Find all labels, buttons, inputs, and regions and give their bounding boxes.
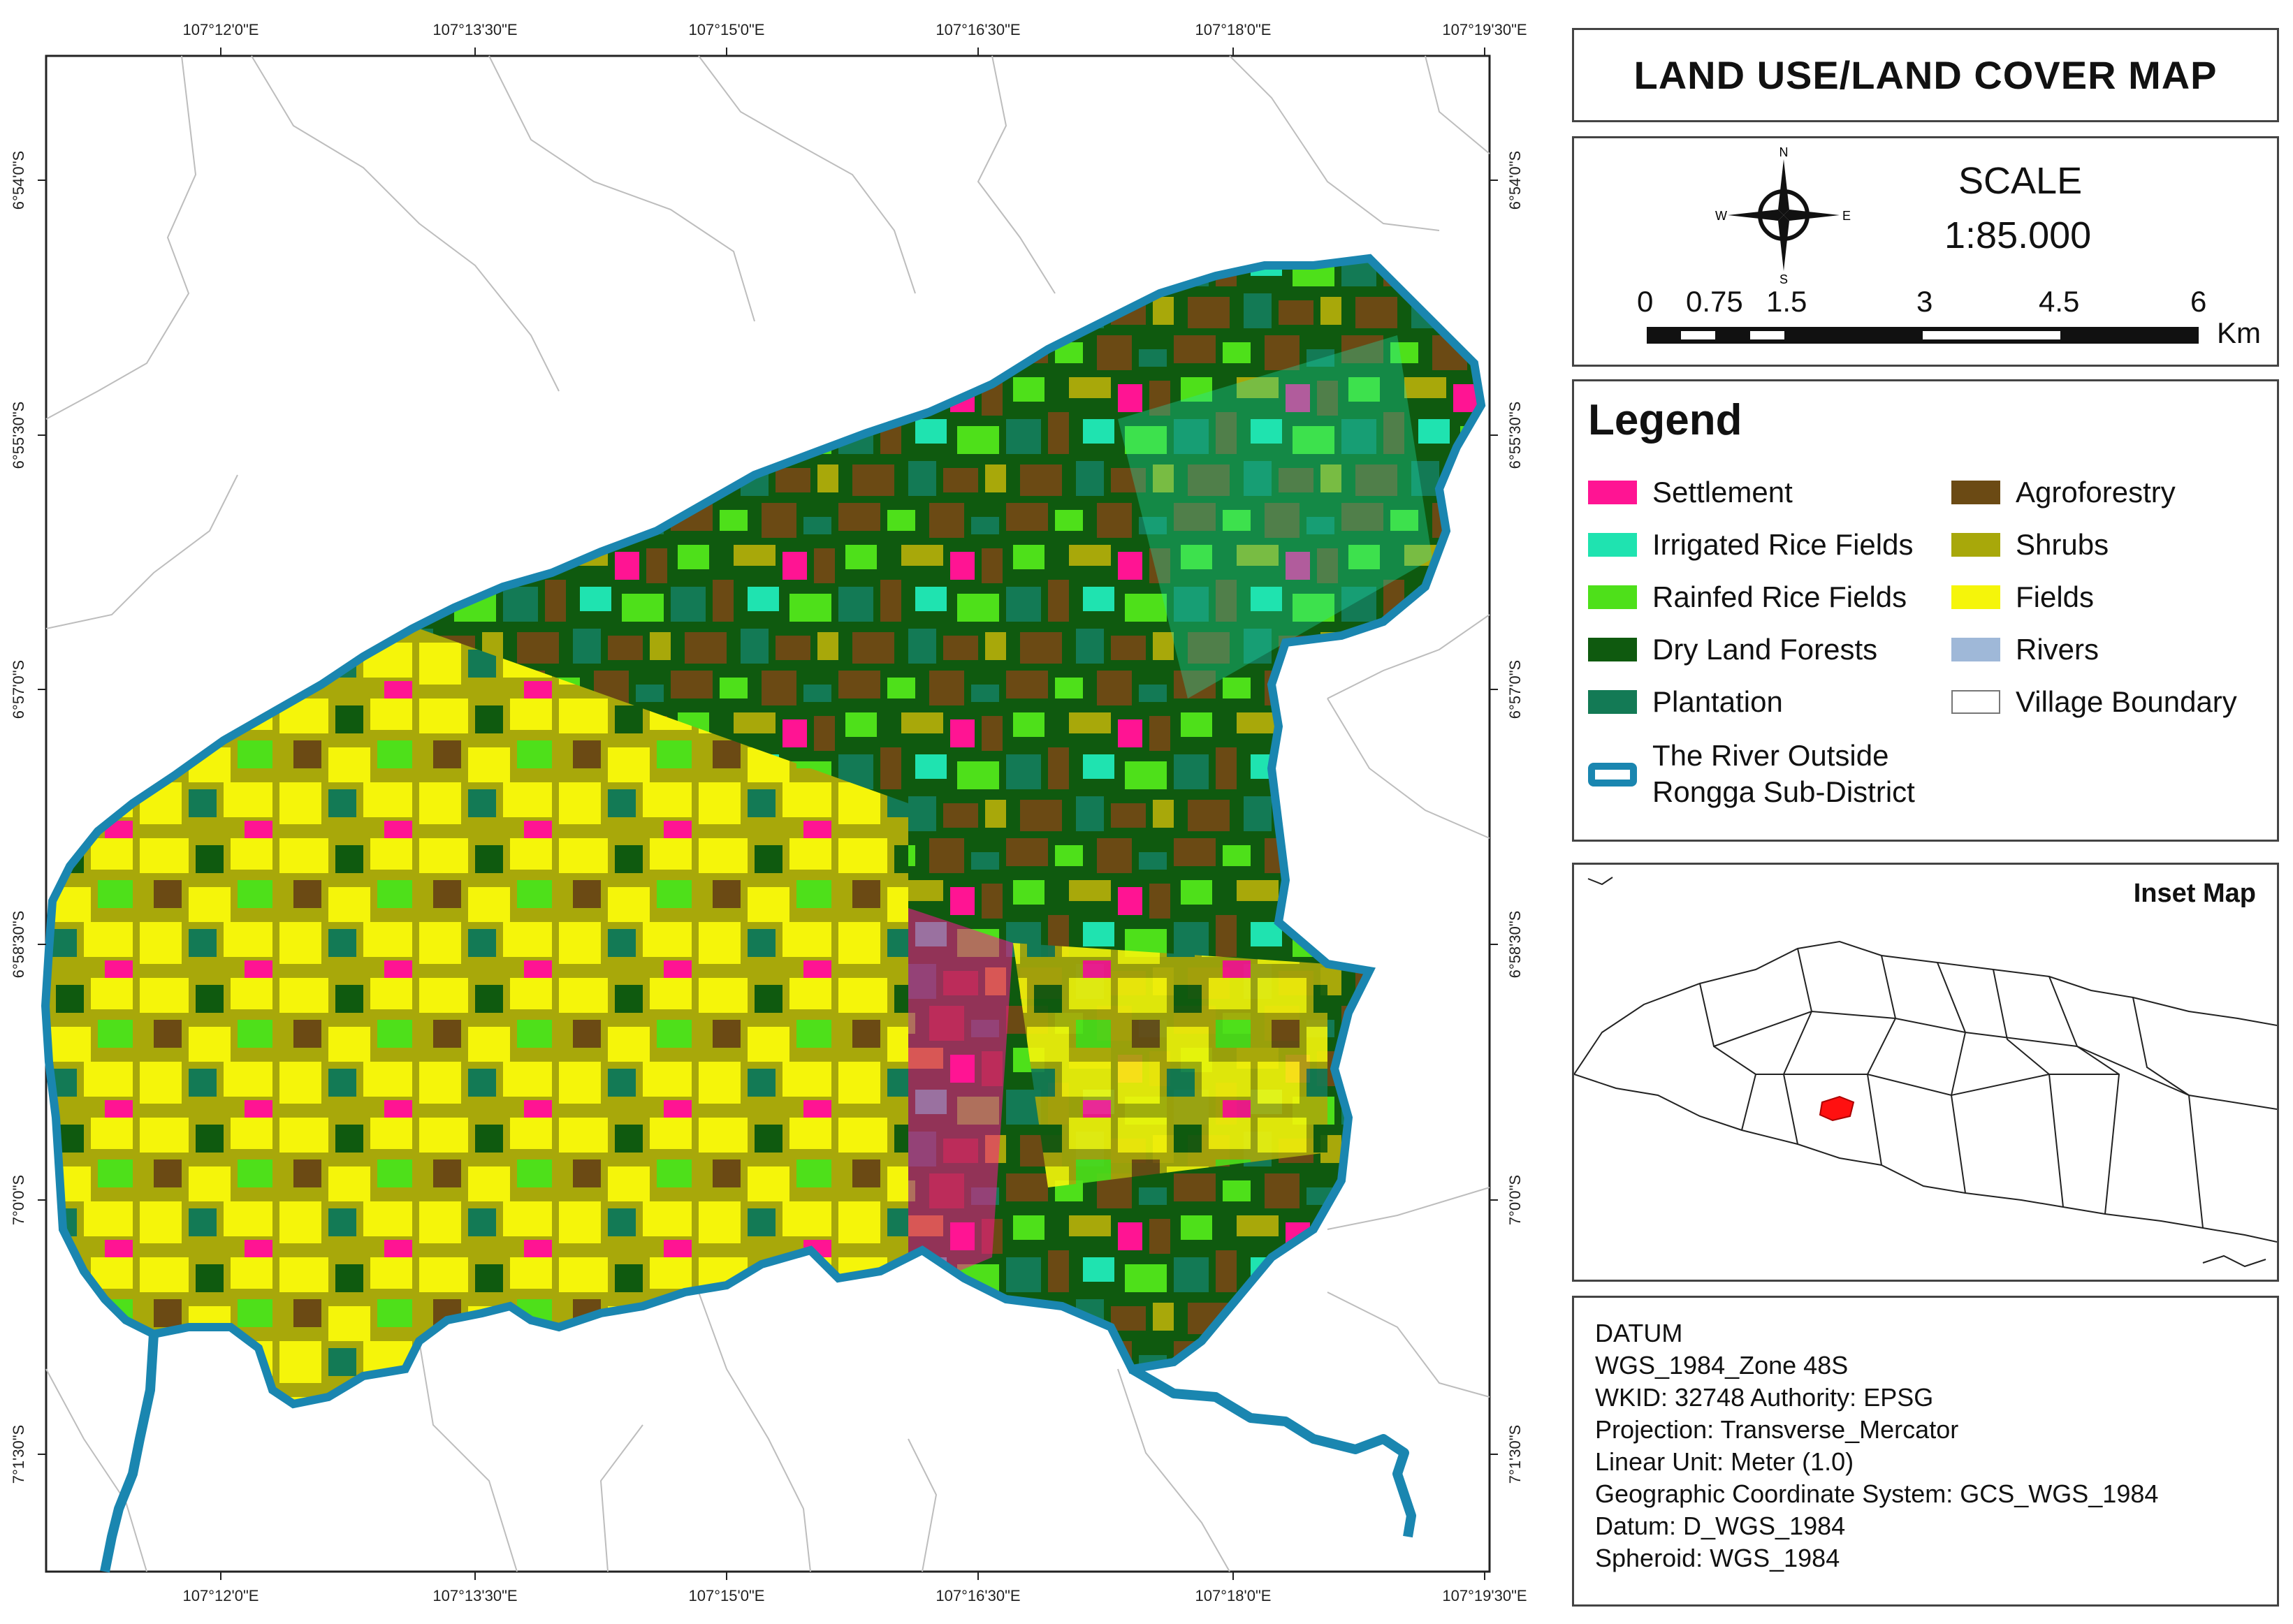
lon-label-top-2: 107°15'0"E <box>689 21 765 38</box>
datum-line-7: Spheroid: WGS_1984 <box>1595 1544 1840 1572</box>
north-arrow-icon: N S E W <box>1715 145 1851 285</box>
swatch-rivers <box>1951 638 2000 661</box>
legend-item-shrubs: Shrubs <box>1951 528 2109 562</box>
datum-line-3: Projection: Transverse_Mercator <box>1595 1415 1959 1444</box>
datum-panel: DATUM WGS_1984_Zone 48S WKID: 32748 Auth… <box>1572 1296 2279 1607</box>
lat-label-right-5: 7°1'30"S <box>1506 1425 1524 1484</box>
swatch-agroforestry <box>1951 481 2000 504</box>
compass-e: E <box>1842 209 1851 223</box>
scale-tick-2: 1.5 <box>1766 285 1807 318</box>
lon-label-bottom-4: 107°18'0"E <box>1195 1587 1272 1604</box>
scale-label: SCALE <box>1958 160 2083 202</box>
scale-tick-0: 0 <box>1637 285 1654 318</box>
lat-label-right-0: 6°54'0"S <box>1506 151 1524 210</box>
swatch-rainfed <box>1588 585 1637 609</box>
datum-line-1: WGS_1984_Zone 48S <box>1595 1351 1849 1380</box>
scale-tick-4: 4.5 <box>2039 285 2080 318</box>
datum-line-4: Linear Unit: Meter (1.0) <box>1595 1447 1854 1476</box>
lon-label-bottom-2: 107°15'0"E <box>689 1587 765 1604</box>
scale-tick-1: 0.75 <box>1686 285 1743 318</box>
outside-river-west <box>100 1333 159 1573</box>
inset-highlight <box>1819 1095 1855 1122</box>
legend-item-agroforestry: Agroforestry <box>1951 476 2176 509</box>
legend-item-rivers: Rivers <box>1951 633 2099 666</box>
lat-label-right-2: 6°57'0"S <box>1506 660 1524 719</box>
graticule-ticks <box>38 47 1498 1580</box>
lat-label-right-3: 6°58'30"S <box>1506 911 1524 979</box>
swatch-plantation <box>1588 690 1637 714</box>
legend-item-rainfed: Rainfed Rice Fields <box>1588 580 1907 614</box>
lon-label-top-5: 107°19'30"E <box>1442 21 1527 38</box>
inset-map <box>1574 877 2277 1268</box>
legend-item-irrigated: Irrigated Rice Fields <box>1588 528 1913 562</box>
swatch-shrubs <box>1951 533 2000 557</box>
datum-line-0: DATUM <box>1595 1319 1683 1347</box>
lon-label-bottom-3: 107°16'30"E <box>936 1587 1020 1604</box>
scale-bar <box>1647 327 2199 344</box>
lon-label-bottom-0: 107°12'0"E <box>183 1587 259 1604</box>
inset-map-panel: Inset Map <box>1572 863 2279 1282</box>
outside-river <box>1129 1364 1416 1538</box>
compass-n: N <box>1779 145 1789 159</box>
datum-line-5: Geographic Coordinate System: GCS_WGS_19… <box>1595 1479 2159 1508</box>
lat-label-left-4: 7°0'0"S <box>10 1175 27 1225</box>
legend-item-outside-river: The River Outside Rongga Sub-District <box>1588 738 1960 810</box>
swatch-settlement <box>1588 481 1637 504</box>
lon-label-top-1: 107°13'30"E <box>432 21 517 38</box>
lon-label-top-4: 107°18'0"E <box>1195 21 1272 38</box>
lat-label-right-1: 6°55'30"S <box>1506 402 1524 469</box>
swatch-outside-river <box>1588 763 1637 787</box>
scale-ratio: 1:85.000 <box>1944 214 2092 256</box>
village-boundaries <box>45 55 1490 1572</box>
lon-label-top-0: 107°12'0"E <box>183 21 259 38</box>
lat-label-left-3: 6°58'30"S <box>10 911 27 979</box>
lat-label-left-1: 6°55'30"S <box>10 402 27 469</box>
swatch-village-boundary <box>1951 690 2000 714</box>
lon-label-bottom-1: 107°13'30"E <box>432 1587 517 1604</box>
legend-item-village-boundary: Village Boundary <box>1951 685 2237 719</box>
legend-item-dry-forest: Dry Land Forests <box>1588 633 1877 666</box>
scale-tick-5: 6 <box>2190 285 2207 318</box>
map-title: LAND USE/LAND COVER MAP <box>1633 53 2218 97</box>
swatch-fields <box>1951 585 2000 609</box>
lat-label-left-5: 7°1'30"S <box>10 1425 27 1484</box>
compass-s: S <box>1779 272 1788 285</box>
legend-item-settlement: Settlement <box>1588 476 1793 509</box>
lon-label-bottom-5: 107°19'30"E <box>1442 1587 1527 1604</box>
datum-line-6: Datum: D_WGS_1984 <box>1595 1512 1846 1540</box>
legend-item-fields: Fields <box>1951 580 2094 614</box>
scale-unit: Km <box>2217 316 2261 349</box>
legend-item-plantation: Plantation <box>1588 685 1783 719</box>
land-use-map: 107°12'0"E 107°12'0"E 107°13'30"E 107°13'30… <box>10 21 1527 1604</box>
scale-tick-3: 3 <box>1916 285 1933 318</box>
lon-label-top-3: 107°16'30"E <box>936 21 1020 38</box>
title-panel: LAND USE/LAND COVER MAP <box>1572 28 2279 122</box>
legend-panel: Legend Settlement Irrigated Rice Fields … <box>1572 379 2279 842</box>
swatch-irrigated <box>1588 533 1637 557</box>
datum-line-2: WKID: 32748 Authority: EPSG <box>1595 1383 1934 1412</box>
compass-w: W <box>1715 209 1727 223</box>
legend-title: Legend <box>1588 396 1742 444</box>
swatch-dry-forest <box>1588 638 1637 661</box>
lat-label-left-0: 6°54'0"S <box>10 151 27 210</box>
lat-label-left-2: 6°57'0"S <box>10 660 27 719</box>
inset-title: Inset Map <box>2133 879 2256 908</box>
lat-label-right-4: 7°0'0"S <box>1506 1175 1524 1225</box>
scale-panel: N S E W SCALE 1:85.000 0 0.75 1.5 3 4.5 … <box>1572 136 2279 367</box>
